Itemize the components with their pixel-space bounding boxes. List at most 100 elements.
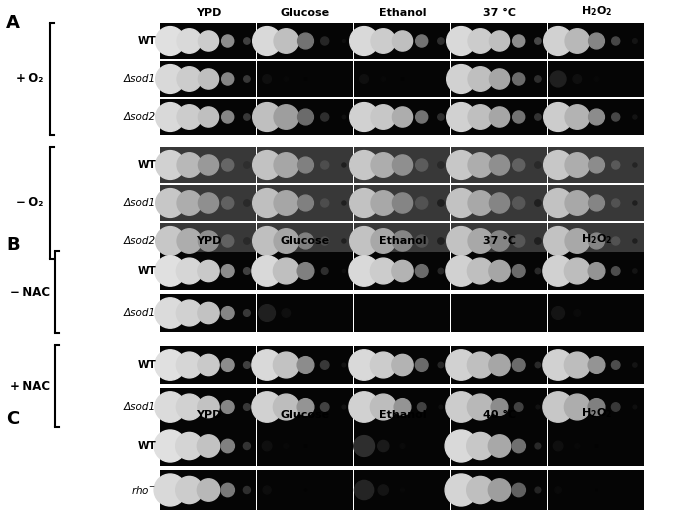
Circle shape [321,161,329,169]
Circle shape [321,199,329,207]
Circle shape [633,239,637,243]
Circle shape [198,260,219,281]
Circle shape [304,78,307,80]
Circle shape [489,155,510,175]
Circle shape [491,399,508,416]
Circle shape [468,29,493,53]
Circle shape [612,267,620,275]
Circle shape [551,307,564,320]
Circle shape [553,441,563,451]
Circle shape [401,78,403,80]
Circle shape [221,359,234,372]
Circle shape [371,191,395,215]
Text: Ethanol: Ethanol [379,410,426,420]
Circle shape [588,263,605,279]
Text: YPD: YPD [196,410,221,420]
Circle shape [543,350,573,380]
Circle shape [297,399,314,416]
Circle shape [199,155,219,175]
Circle shape [535,200,541,206]
Circle shape [612,37,620,45]
Circle shape [199,193,219,213]
Bar [160,470,256,510]
Circle shape [221,439,234,453]
Circle shape [446,256,476,286]
Bar [160,252,256,290]
Circle shape [360,75,369,83]
Circle shape [565,229,590,253]
Circle shape [154,474,186,506]
Circle shape [633,163,637,167]
Circle shape [544,189,573,217]
Text: − NAC: − NAC [10,286,50,298]
Circle shape [438,363,444,368]
Circle shape [362,312,366,314]
Bar [451,388,547,426]
Text: 37 °C: 37 °C [483,236,516,246]
Circle shape [468,229,493,253]
Circle shape [274,153,299,177]
Circle shape [564,394,590,420]
Circle shape [565,191,590,215]
Circle shape [350,26,379,56]
Bar [549,252,645,290]
Text: 40 °C: 40 °C [483,410,516,420]
Text: Δsod2: Δsod2 [124,112,156,122]
Text: YPD: YPD [196,236,221,246]
Circle shape [273,352,299,378]
Circle shape [612,237,620,245]
Text: $rho^{-}$: $rho^{-}$ [131,484,156,496]
Circle shape [612,199,620,207]
Circle shape [321,361,329,369]
Bar [160,23,256,59]
Circle shape [595,312,598,314]
Bar [160,346,256,384]
Circle shape [176,258,202,284]
Circle shape [446,392,476,422]
Circle shape [588,357,605,373]
Circle shape [514,403,523,411]
Circle shape [342,115,346,119]
Circle shape [438,200,444,206]
Circle shape [588,157,604,173]
Circle shape [244,310,250,316]
Bar [160,426,256,466]
Circle shape [588,399,605,416]
Circle shape [393,107,412,127]
Text: WT: WT [137,36,156,46]
Circle shape [573,75,582,83]
Circle shape [612,161,620,169]
Circle shape [535,443,540,449]
Circle shape [393,193,412,213]
Circle shape [535,268,540,273]
Circle shape [400,444,405,448]
Circle shape [489,260,510,281]
Circle shape [512,73,525,85]
Circle shape [155,103,184,131]
Text: + O₂: + O₂ [16,73,44,85]
Circle shape [438,162,444,168]
Circle shape [222,35,234,47]
Circle shape [415,359,428,372]
Circle shape [284,444,288,448]
Circle shape [155,151,184,179]
Circle shape [489,193,510,213]
Circle shape [297,263,314,279]
Circle shape [612,361,620,369]
Circle shape [393,31,412,51]
Circle shape [371,153,395,177]
Bar [549,470,645,510]
Circle shape [633,201,637,205]
Bar [451,252,547,290]
Text: Δsod1: Δsod1 [124,402,156,412]
Circle shape [544,151,573,179]
Circle shape [371,258,396,284]
Circle shape [253,26,282,56]
Bar [355,346,451,384]
Circle shape [222,235,234,247]
Circle shape [154,430,186,462]
Bar [355,388,451,426]
Circle shape [177,191,201,215]
Bar [258,185,353,221]
Circle shape [438,268,444,273]
